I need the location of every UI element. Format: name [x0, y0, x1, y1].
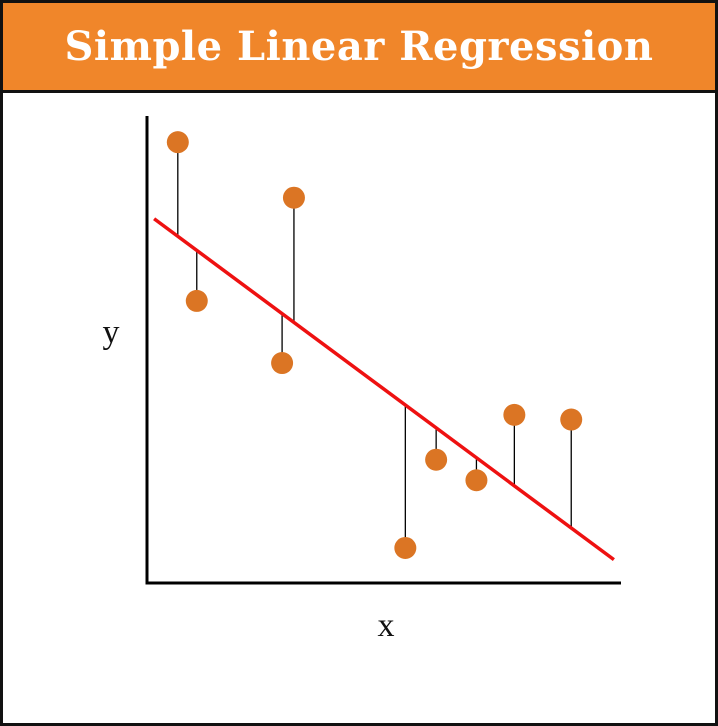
regression-line	[153, 217, 615, 562]
title-bar: Simple Linear Regression	[3, 3, 715, 93]
residuals-layer	[177, 142, 572, 548]
chart-title: Simple Linear Regression	[64, 23, 654, 70]
data-point-5	[394, 536, 417, 559]
y-axis-label: y	[103, 314, 120, 351]
data-point-4	[282, 186, 305, 209]
data-point-3	[271, 352, 294, 375]
points-layer	[166, 131, 583, 559]
data-point-6	[425, 448, 448, 471]
data-point-8	[503, 403, 526, 426]
data-point-1	[166, 131, 189, 154]
data-point-2	[185, 289, 208, 312]
data-point-9	[560, 408, 583, 431]
x-axis-label: x	[378, 607, 395, 644]
data-point-7	[465, 469, 488, 492]
